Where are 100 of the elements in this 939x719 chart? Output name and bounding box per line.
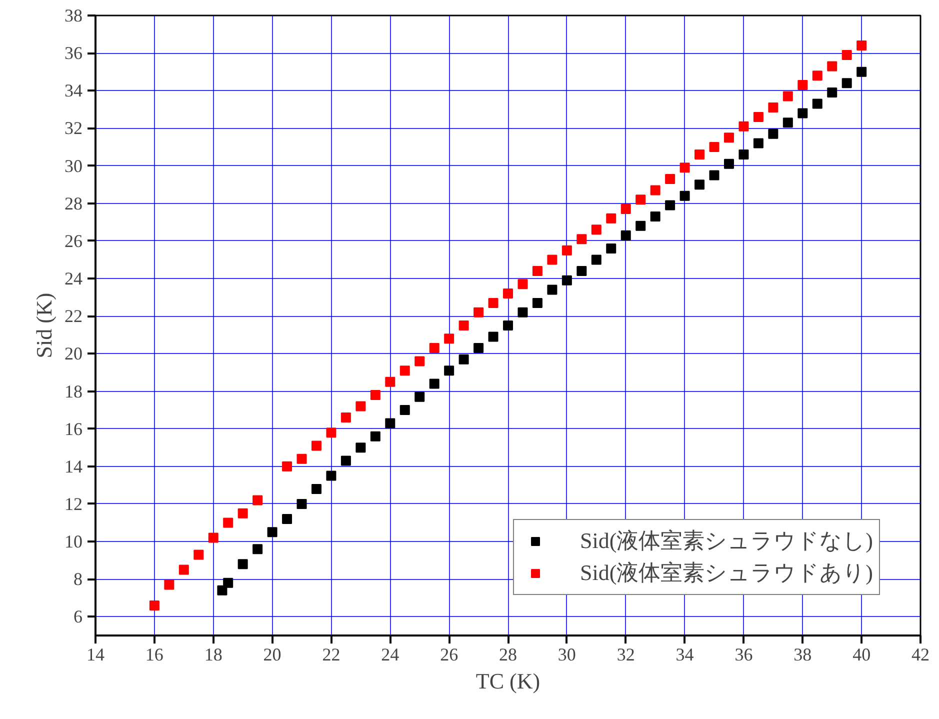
point (842, 78, 852, 88)
point (458, 320, 469, 330)
point (768, 128, 778, 139)
y-tick-label: 26 (64, 230, 82, 251)
point (356, 401, 366, 412)
point (665, 200, 676, 210)
x-tick-label: 32 (616, 644, 635, 664)
point (149, 600, 160, 610)
point (680, 162, 690, 173)
point (488, 298, 498, 308)
point (856, 66, 867, 77)
point (842, 50, 852, 60)
point (591, 254, 602, 265)
point (178, 564, 189, 575)
point (311, 440, 322, 451)
point (252, 495, 263, 506)
point (208, 532, 218, 543)
point (370, 390, 380, 400)
point (562, 245, 572, 256)
y-tick-label: 16 (64, 418, 82, 439)
point (518, 279, 528, 290)
y-tick-label: 12 (64, 494, 82, 514)
point (620, 204, 631, 214)
point (768, 102, 778, 113)
point (591, 224, 602, 235)
point (650, 185, 660, 196)
x-tick-label: 22 (322, 644, 340, 664)
point (724, 158, 734, 169)
point (709, 142, 720, 152)
point (738, 150, 749, 160)
point (326, 428, 336, 438)
point (724, 132, 734, 143)
point (798, 80, 808, 90)
point (562, 275, 572, 286)
point (547, 254, 558, 265)
point (340, 456, 351, 466)
x-tick-label: 20 (263, 644, 282, 664)
point (650, 212, 660, 222)
point (606, 243, 616, 254)
x-tick-label: 24 (381, 644, 400, 664)
point (503, 288, 513, 299)
point (267, 527, 278, 538)
point (488, 332, 498, 342)
point (532, 298, 542, 308)
point (738, 121, 749, 132)
point (400, 366, 410, 376)
point (547, 284, 558, 295)
x-tick-label: 26 (440, 644, 458, 664)
y-tick-label: 24 (64, 268, 82, 289)
point (694, 180, 705, 190)
point (694, 150, 705, 160)
x-tick-label: 30 (558, 644, 576, 664)
y-tick-label: 14 (64, 456, 82, 476)
point (238, 559, 248, 570)
y-tick-label: 34 (64, 80, 82, 101)
point (252, 544, 263, 554)
point (414, 356, 425, 366)
point (400, 405, 410, 416)
y-tick-label: 36 (64, 43, 82, 64)
point (238, 508, 248, 518)
point (326, 470, 336, 481)
x-axis-title: TC (K) (476, 668, 540, 694)
point (474, 343, 484, 354)
point (282, 461, 292, 472)
point (356, 442, 366, 453)
x-tick-label: 28 (499, 644, 517, 664)
point (680, 190, 690, 201)
point (518, 307, 528, 318)
x-tick-label: 16 (145, 644, 164, 664)
x-tick-label: 34 (676, 644, 694, 664)
point (311, 484, 322, 494)
y-tick-label: 22 (64, 306, 82, 326)
point (414, 392, 425, 402)
y-tick-label: 8 (74, 569, 82, 590)
point (782, 118, 793, 128)
point (636, 194, 646, 205)
y-tick-label: 38 (64, 6, 82, 26)
x-tick-label: 18 (204, 644, 222, 664)
point (709, 170, 720, 180)
point (856, 40, 867, 51)
y-tick-label: 30 (64, 156, 82, 176)
point (217, 585, 228, 596)
y-tick-label: 6 (74, 606, 82, 627)
point (503, 320, 513, 330)
point (194, 550, 204, 560)
point (665, 174, 676, 184)
x-tick-label: 38 (794, 644, 812, 664)
x-tick-label: 14 (86, 644, 104, 664)
point (296, 498, 307, 509)
point (798, 108, 808, 118)
y-axis-title: Sid (K) (32, 292, 56, 358)
point (458, 354, 469, 364)
point (370, 431, 380, 442)
point (827, 88, 838, 98)
point (827, 61, 838, 72)
point (782, 91, 793, 102)
y-tick-label: 10 (64, 532, 82, 552)
point (223, 578, 234, 588)
point (385, 376, 396, 387)
point (606, 213, 616, 224)
